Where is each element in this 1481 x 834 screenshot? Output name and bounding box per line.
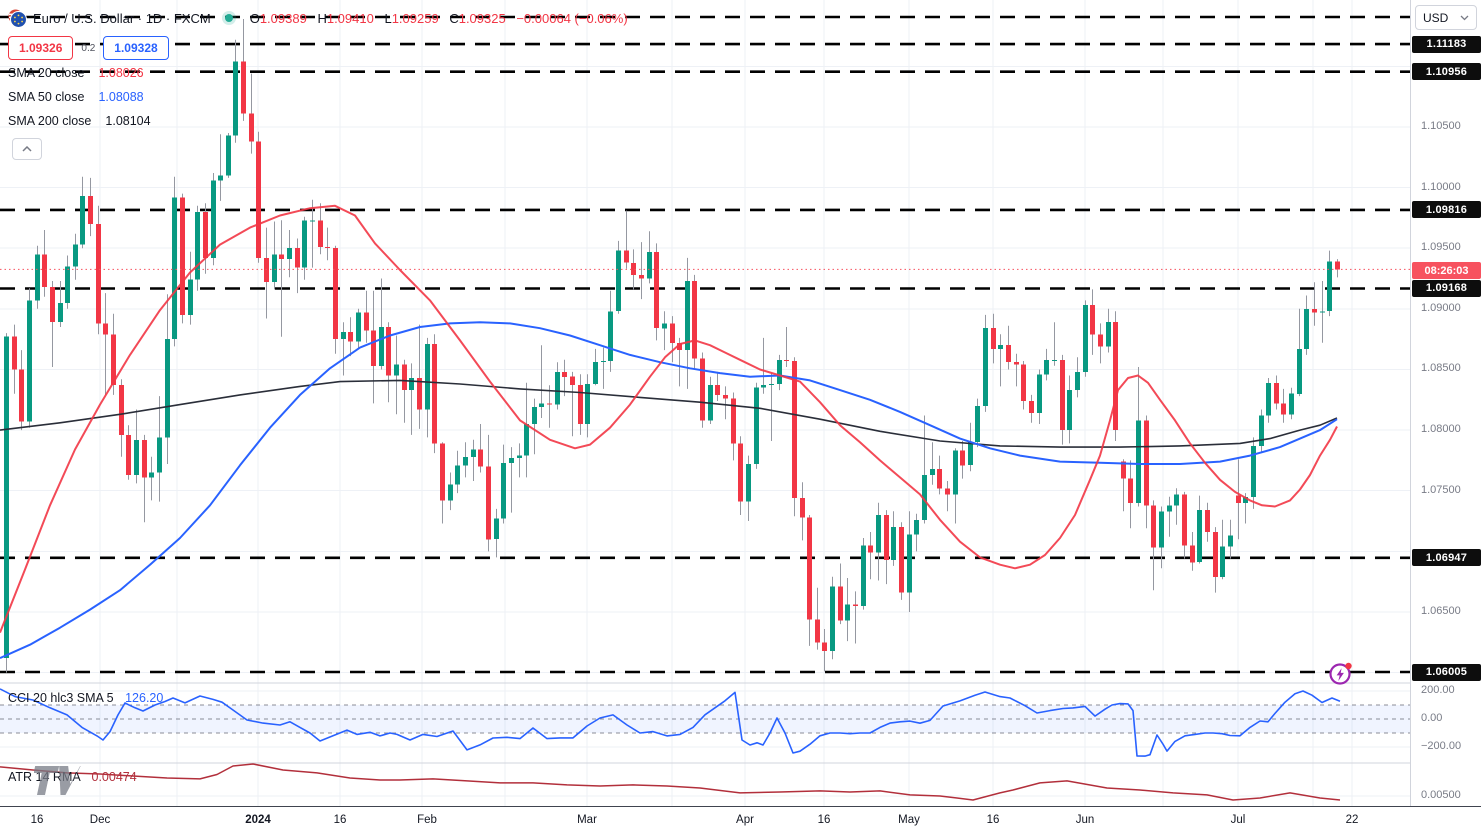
spread-value: 0.2 bbox=[81, 42, 96, 54]
buy-button[interactable]: 1.09328 bbox=[103, 36, 169, 60]
cci-tick-label: 0.00 bbox=[1421, 712, 1443, 724]
legend-collapse-button[interactable] bbox=[12, 138, 42, 160]
level-line-label: 1.09816 bbox=[1412, 201, 1481, 219]
time-tick-label: 16 bbox=[986, 814, 1000, 826]
trade-panel: 1.09326 0.2 1.09328 bbox=[8, 36, 169, 60]
change-value: −0.00064 (−0.06%) bbox=[516, 10, 628, 26]
price-tick-label: 1.09000 bbox=[1421, 301, 1461, 314]
time-tick-label: Mar bbox=[577, 814, 597, 826]
market-status-icon bbox=[221, 10, 237, 26]
sell-button[interactable]: 1.09326 bbox=[8, 36, 74, 60]
open-value: 1.09389 bbox=[259, 10, 307, 26]
time-tick-label: 22 bbox=[1345, 814, 1359, 826]
time-tick-label: Feb bbox=[417, 814, 437, 826]
symbol-title[interactable]: Euro / U.S. Dollar · 1D · FXCM bbox=[33, 10, 211, 26]
ohlc-values: O1.09389 H1.09410 L1.09259 C1.09325 −0.0… bbox=[249, 10, 628, 26]
bar-countdown: 08:26:03 bbox=[1412, 262, 1481, 279]
indicator-legend-sma50[interactable]: SMA 50 close 1.08088 bbox=[8, 90, 144, 104]
price-tick-label: 1.08000 bbox=[1421, 423, 1461, 436]
price-axis[interactable]: USD 1.10500 1.10000 1.09500 1.09000 1.08500 1… bbox=[1410, 0, 1481, 834]
level-line-label: 1.11183 bbox=[1412, 35, 1481, 53]
time-tick-label: 16 bbox=[817, 814, 831, 826]
cci-pane-legend[interactable]: CCI 20 hlc3 SMA 5 126.20 bbox=[8, 691, 163, 705]
price-tick-label: 1.06500 bbox=[1421, 604, 1461, 617]
time-tick-label: Dec bbox=[89, 814, 111, 826]
sma50-label[interactable]: SMA 50 close bbox=[8, 90, 85, 104]
symbol-legend[interactable]: Euro / U.S. Dollar · 1D · FXCM O1.09389 … bbox=[8, 8, 628, 28]
sma200-value: 1.08104 bbox=[105, 114, 151, 128]
eurusd-pair-icon bbox=[8, 9, 27, 28]
time-tick-label: 16 bbox=[333, 814, 347, 826]
low-value: 1.09259 bbox=[391, 10, 439, 26]
events-flash-icon[interactable] bbox=[1328, 660, 1354, 686]
indicator-legend-sma20[interactable]: SMA 20 close 1.08026 bbox=[8, 66, 144, 80]
sma20-label[interactable]: SMA 20 close bbox=[8, 66, 85, 80]
price-tick-label: 1.07500 bbox=[1421, 483, 1461, 496]
time-tick-label: Apr bbox=[736, 814, 754, 826]
close-value: 1.09325 bbox=[458, 10, 506, 26]
level-line-label: 1.09168 bbox=[1412, 279, 1481, 297]
time-tick-label: May bbox=[898, 814, 920, 826]
price-tick-label: 1.09500 bbox=[1421, 241, 1461, 254]
time-tick-label: Jul bbox=[1230, 814, 1246, 826]
currency-dropdown[interactable]: USD bbox=[1415, 5, 1477, 30]
time-tick-label: 16 bbox=[30, 814, 44, 826]
cci-tick-label: 200.00 bbox=[1421, 684, 1455, 696]
price-tick-label: 1.08500 bbox=[1421, 362, 1461, 375]
cci-tick-label: −200.00 bbox=[1421, 740, 1462, 752]
cci-value: 126.20 bbox=[125, 691, 164, 705]
chevron-up-icon bbox=[22, 146, 32, 152]
tradingview-logo-watermark bbox=[34, 762, 86, 796]
level-line-label: 1.06947 bbox=[1412, 549, 1481, 567]
price-chart-canvas[interactable] bbox=[0, 0, 1410, 806]
atr-tick-label: 0.00500 bbox=[1421, 789, 1461, 801]
level-line-label: 1.06005 bbox=[1412, 663, 1481, 681]
sma50-value: 1.08088 bbox=[98, 90, 144, 104]
atr-value: 0.00474 bbox=[91, 770, 137, 784]
chevron-down-icon bbox=[1460, 15, 1469, 21]
indicator-legend-sma200[interactable]: SMA 200 close 1.08104 bbox=[8, 114, 151, 128]
sma20-value: 1.08026 bbox=[98, 66, 144, 80]
currency-label: USD bbox=[1423, 10, 1449, 25]
high-value: 1.09410 bbox=[326, 10, 374, 26]
price-tick-label: 1.10000 bbox=[1421, 180, 1461, 193]
cci-label[interactable]: CCI 20 hlc3 SMA 5 bbox=[8, 691, 114, 705]
level-line-label: 1.10956 bbox=[1412, 63, 1481, 81]
price-tick-label: 1.10500 bbox=[1421, 119, 1461, 132]
sma200-label[interactable]: SMA 200 close bbox=[8, 114, 92, 128]
time-tick-label: 2024 bbox=[245, 814, 271, 826]
time-tick-label: Jun bbox=[1075, 814, 1095, 826]
